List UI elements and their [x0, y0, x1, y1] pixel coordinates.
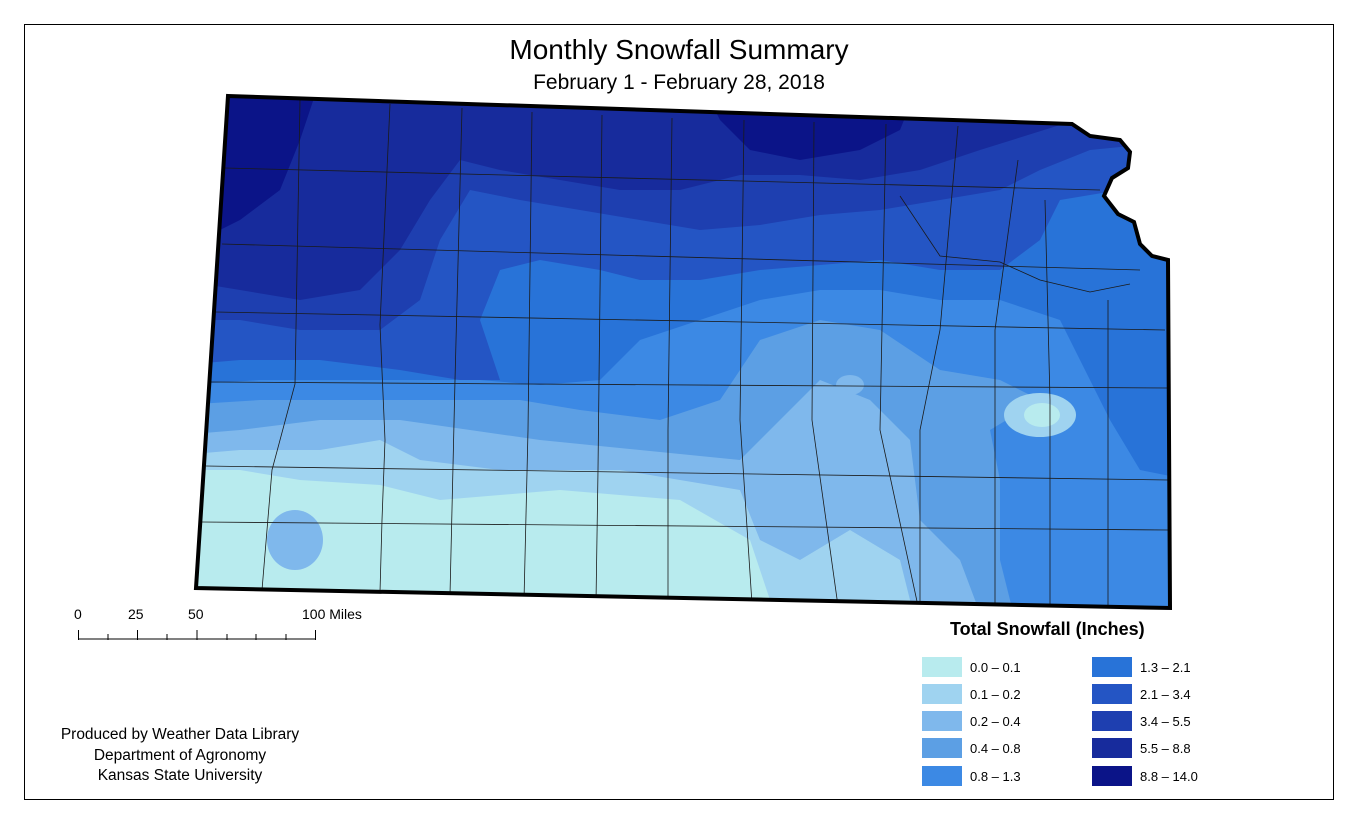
county-lines: [201, 99, 1169, 608]
legend-swatch: [1092, 738, 1132, 758]
legend-label: 0.4 – 0.8: [970, 740, 1021, 756]
legend-label: 0.2 – 0.4: [970, 713, 1021, 729]
legend-swatch: [922, 684, 962, 704]
legend-label: 0.8 – 1.3: [970, 768, 1021, 784]
legend-label: 3.4 – 5.5: [1140, 713, 1191, 729]
legend-label: 5.5 – 8.8: [1140, 740, 1191, 756]
legend-swatch: [1092, 684, 1132, 704]
credits: Produced by Weather Data Library Departm…: [30, 725, 330, 787]
legend-item: 0.0 – 0.1: [922, 657, 1021, 677]
legend-label: 2.1 – 3.4: [1140, 686, 1191, 702]
legend-swatch: [1092, 766, 1132, 786]
legend-label: 1.3 – 2.1: [1140, 659, 1191, 675]
map-subtitle: February 1 - February 28, 2018: [533, 71, 825, 94]
legend-swatch: [922, 711, 962, 731]
legend-item: 0.1 – 0.2: [922, 684, 1021, 704]
legend-item: 0.2 – 0.4: [922, 711, 1021, 731]
legend-item: 5.5 – 8.8: [1092, 738, 1191, 758]
scale-ruler: [78, 630, 316, 640]
scale-label-100: 100 Miles: [302, 606, 362, 622]
credits-line-3: Kansas State University: [97, 767, 263, 784]
legend-item: 0.4 – 0.8: [922, 738, 1021, 758]
scale-bar: 0 25 50 100 Miles: [70, 606, 390, 646]
snowfall-contours: [196, 96, 1170, 608]
scale-label-25: 25: [128, 606, 144, 622]
legend-item: 3.4 – 5.5: [1092, 711, 1191, 731]
credits-line-2: Department of Agronomy: [93, 746, 267, 764]
legend-swatch: [1092, 657, 1132, 677]
scale-label-50: 50: [188, 606, 204, 622]
legend-item: 2.1 – 3.4: [1092, 684, 1191, 704]
map-title: Monthly Snowfall Summary: [509, 34, 849, 65]
legend-title: Total Snowfall (Inches): [950, 619, 1145, 639]
legend-item: 0.8 – 1.3: [922, 766, 1021, 786]
legend-swatch: [922, 738, 962, 758]
legend-swatch: [922, 766, 962, 786]
legend-swatch: [922, 657, 962, 677]
band-5.5-8.8: [196, 96, 1170, 300]
scale-label-0: 0: [74, 606, 82, 622]
legend-label: 8.8 – 14.0: [1140, 768, 1198, 784]
credits-line-1: Produced by Weather Data Library: [60, 726, 300, 743]
map-frame: [24, 24, 1334, 800]
legend-label: 0.1 – 0.2: [970, 686, 1021, 702]
legend-swatch: [1092, 711, 1132, 731]
legend: 0.0 – 0.1 0.1 – 0.2 0.2 – 0.4 0.4 – 0.8 …: [922, 657, 1222, 797]
legend-item: 1.3 – 2.1: [1092, 657, 1191, 677]
legend-item: 8.8 – 14.0: [1092, 766, 1198, 786]
legend-label: 0.0 – 0.1: [970, 659, 1021, 675]
